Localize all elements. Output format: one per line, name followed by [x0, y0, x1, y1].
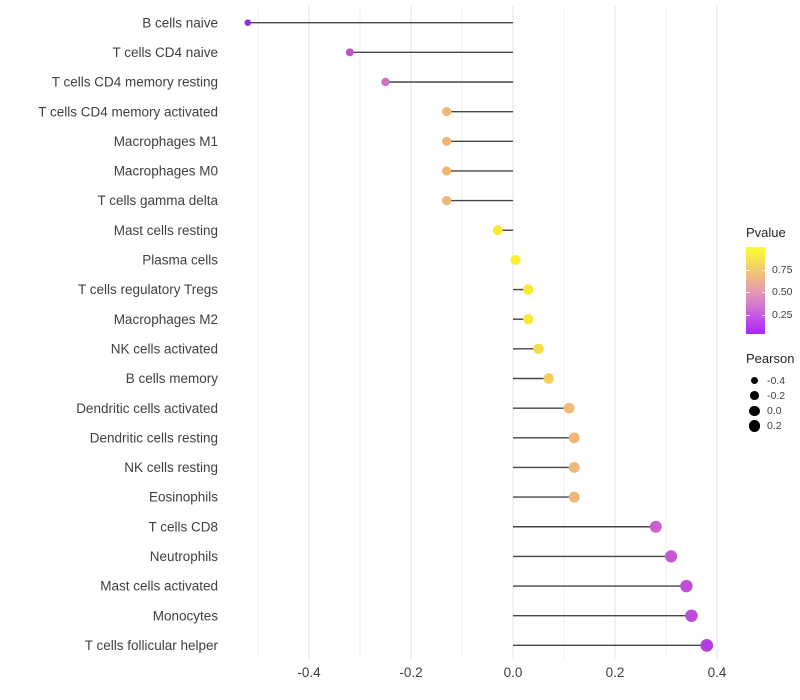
lollipop-dot	[345, 48, 354, 57]
y-axis-label: B cells memory	[126, 371, 219, 386]
y-axis-label: Dendritic cells activated	[76, 401, 218, 416]
y-axis-label: Mast cells resting	[114, 223, 218, 238]
lollipop-dot	[568, 432, 580, 444]
y-axis-label: Monocytes	[153, 608, 219, 623]
lollipop-dot	[568, 491, 580, 503]
y-axis-label: NK cells activated	[111, 341, 218, 356]
x-axis-tick-label: -0.4	[297, 665, 321, 680]
lollipop-dot	[492, 225, 503, 236]
pearson-legend-title: Pearson	[746, 351, 795, 366]
x-axis-tick-label: 0.4	[708, 665, 727, 680]
lollipop-dot	[523, 284, 534, 295]
lollipop-dot	[533, 343, 544, 355]
lollipop-dot	[244, 19, 252, 26]
pearson-legend-dot-cell	[746, 405, 763, 417]
pearson-legend-entry: -0.4	[746, 373, 794, 388]
pearson-legend-dot-cell	[746, 391, 763, 401]
y-axis-label: Dendritic cells resting	[90, 430, 218, 445]
pearson-legend-dot	[750, 391, 759, 401]
lollipop-dot	[664, 550, 678, 563]
lollipop-dot	[649, 520, 662, 533]
lollipop-dot	[442, 136, 452, 146]
pearson-legend-entries: -0.4 -0.2 0.0 0.2	[746, 373, 794, 434]
lollipop-dot	[568, 461, 580, 473]
pvalue-colorbar-wrap: 0.75 0.50 0.25	[746, 247, 792, 334]
pearson-legend-dot	[750, 376, 759, 385]
y-axis-label: Mast cells activated	[100, 579, 218, 594]
y-axis-label: T cells follicular helper	[85, 638, 219, 653]
y-axis-label: Macrophages M0	[114, 164, 218, 179]
y-axis-label: Macrophages M2	[114, 312, 218, 327]
lollipop-dot	[442, 107, 452, 117]
pearson-legend-label: -0.2	[767, 389, 786, 402]
lollipop-dot	[381, 77, 390, 87]
pvalue-tick-mark	[746, 269, 750, 271]
pearson-legend-dot	[749, 405, 760, 417]
pearson-legend-dot-cell	[746, 420, 763, 432]
y-axis-label: T cells gamma delta	[97, 193, 218, 208]
lollipop-dot	[510, 254, 521, 265]
pvalue-tick-label: 0.50	[772, 286, 793, 299]
pvalue-tick-label: 0.25	[772, 308, 793, 321]
lollipop-dot	[442, 195, 452, 206]
pearson-legend-label: -0.4	[767, 374, 786, 387]
lollipop-dot	[700, 639, 714, 652]
pvalue-tick-label: 0.75	[772, 263, 793, 276]
y-axis-label: T cells CD4 memory resting	[52, 75, 218, 90]
y-axis-label: T cells CD4 memory activated	[38, 104, 218, 119]
lollipop-dot	[543, 373, 554, 384]
lollipop-dot	[523, 314, 534, 325]
pearson-legend-label: 0.0	[767, 404, 782, 417]
pvalue-tick-mark	[761, 314, 765, 316]
pearson-legend-dot-cell	[746, 376, 763, 385]
y-axis-label: T cells regulatory Tregs	[78, 282, 218, 297]
y-axis-label: Macrophages M1	[114, 134, 218, 149]
pvalue-tick-mark	[761, 292, 765, 294]
y-axis-label: NK cells resting	[124, 460, 218, 475]
pearson-legend-entry: 0.0	[746, 403, 794, 418]
lollipop-dot	[442, 166, 452, 176]
pvalue-legend-title: Pvalue	[746, 225, 786, 240]
pvalue-tick-mark	[761, 269, 765, 271]
lollipop-dot	[563, 402, 575, 414]
lollipop-dot	[680, 579, 693, 593]
x-axis-tick-label: 0.0	[504, 665, 523, 680]
pearson-legend-dot	[748, 420, 761, 432]
y-axis-label: Neutrophils	[150, 549, 219, 564]
pearson-legend-label: 0.2	[767, 420, 782, 433]
pvalue-tick-mark	[746, 292, 750, 294]
pearson-legend: Pearson -0.4 -0.2 0.0 0.2	[746, 351, 794, 434]
y-axis-label: T cells CD8	[148, 519, 218, 534]
pvalue-tick-mark	[746, 314, 750, 316]
x-axis-tick-label: 0.2	[606, 665, 625, 680]
x-axis-tick-label: -0.2	[399, 665, 422, 680]
pearson-legend-entry: -0.2	[746, 388, 794, 403]
lollipop-dot	[685, 609, 698, 622]
pvalue-colorbar-gradient	[746, 247, 765, 334]
pearson-legend-entry: 0.2	[746, 419, 794, 434]
y-axis-label: B cells naive	[142, 15, 218, 30]
y-axis-label: Eosinophils	[149, 490, 218, 505]
y-axis-label: Plasma cells	[142, 253, 218, 268]
pvalue-legend: Pvalue 0.75 0.50 0.25	[746, 225, 792, 334]
y-axis-label: T cells CD4 naive	[112, 45, 218, 60]
